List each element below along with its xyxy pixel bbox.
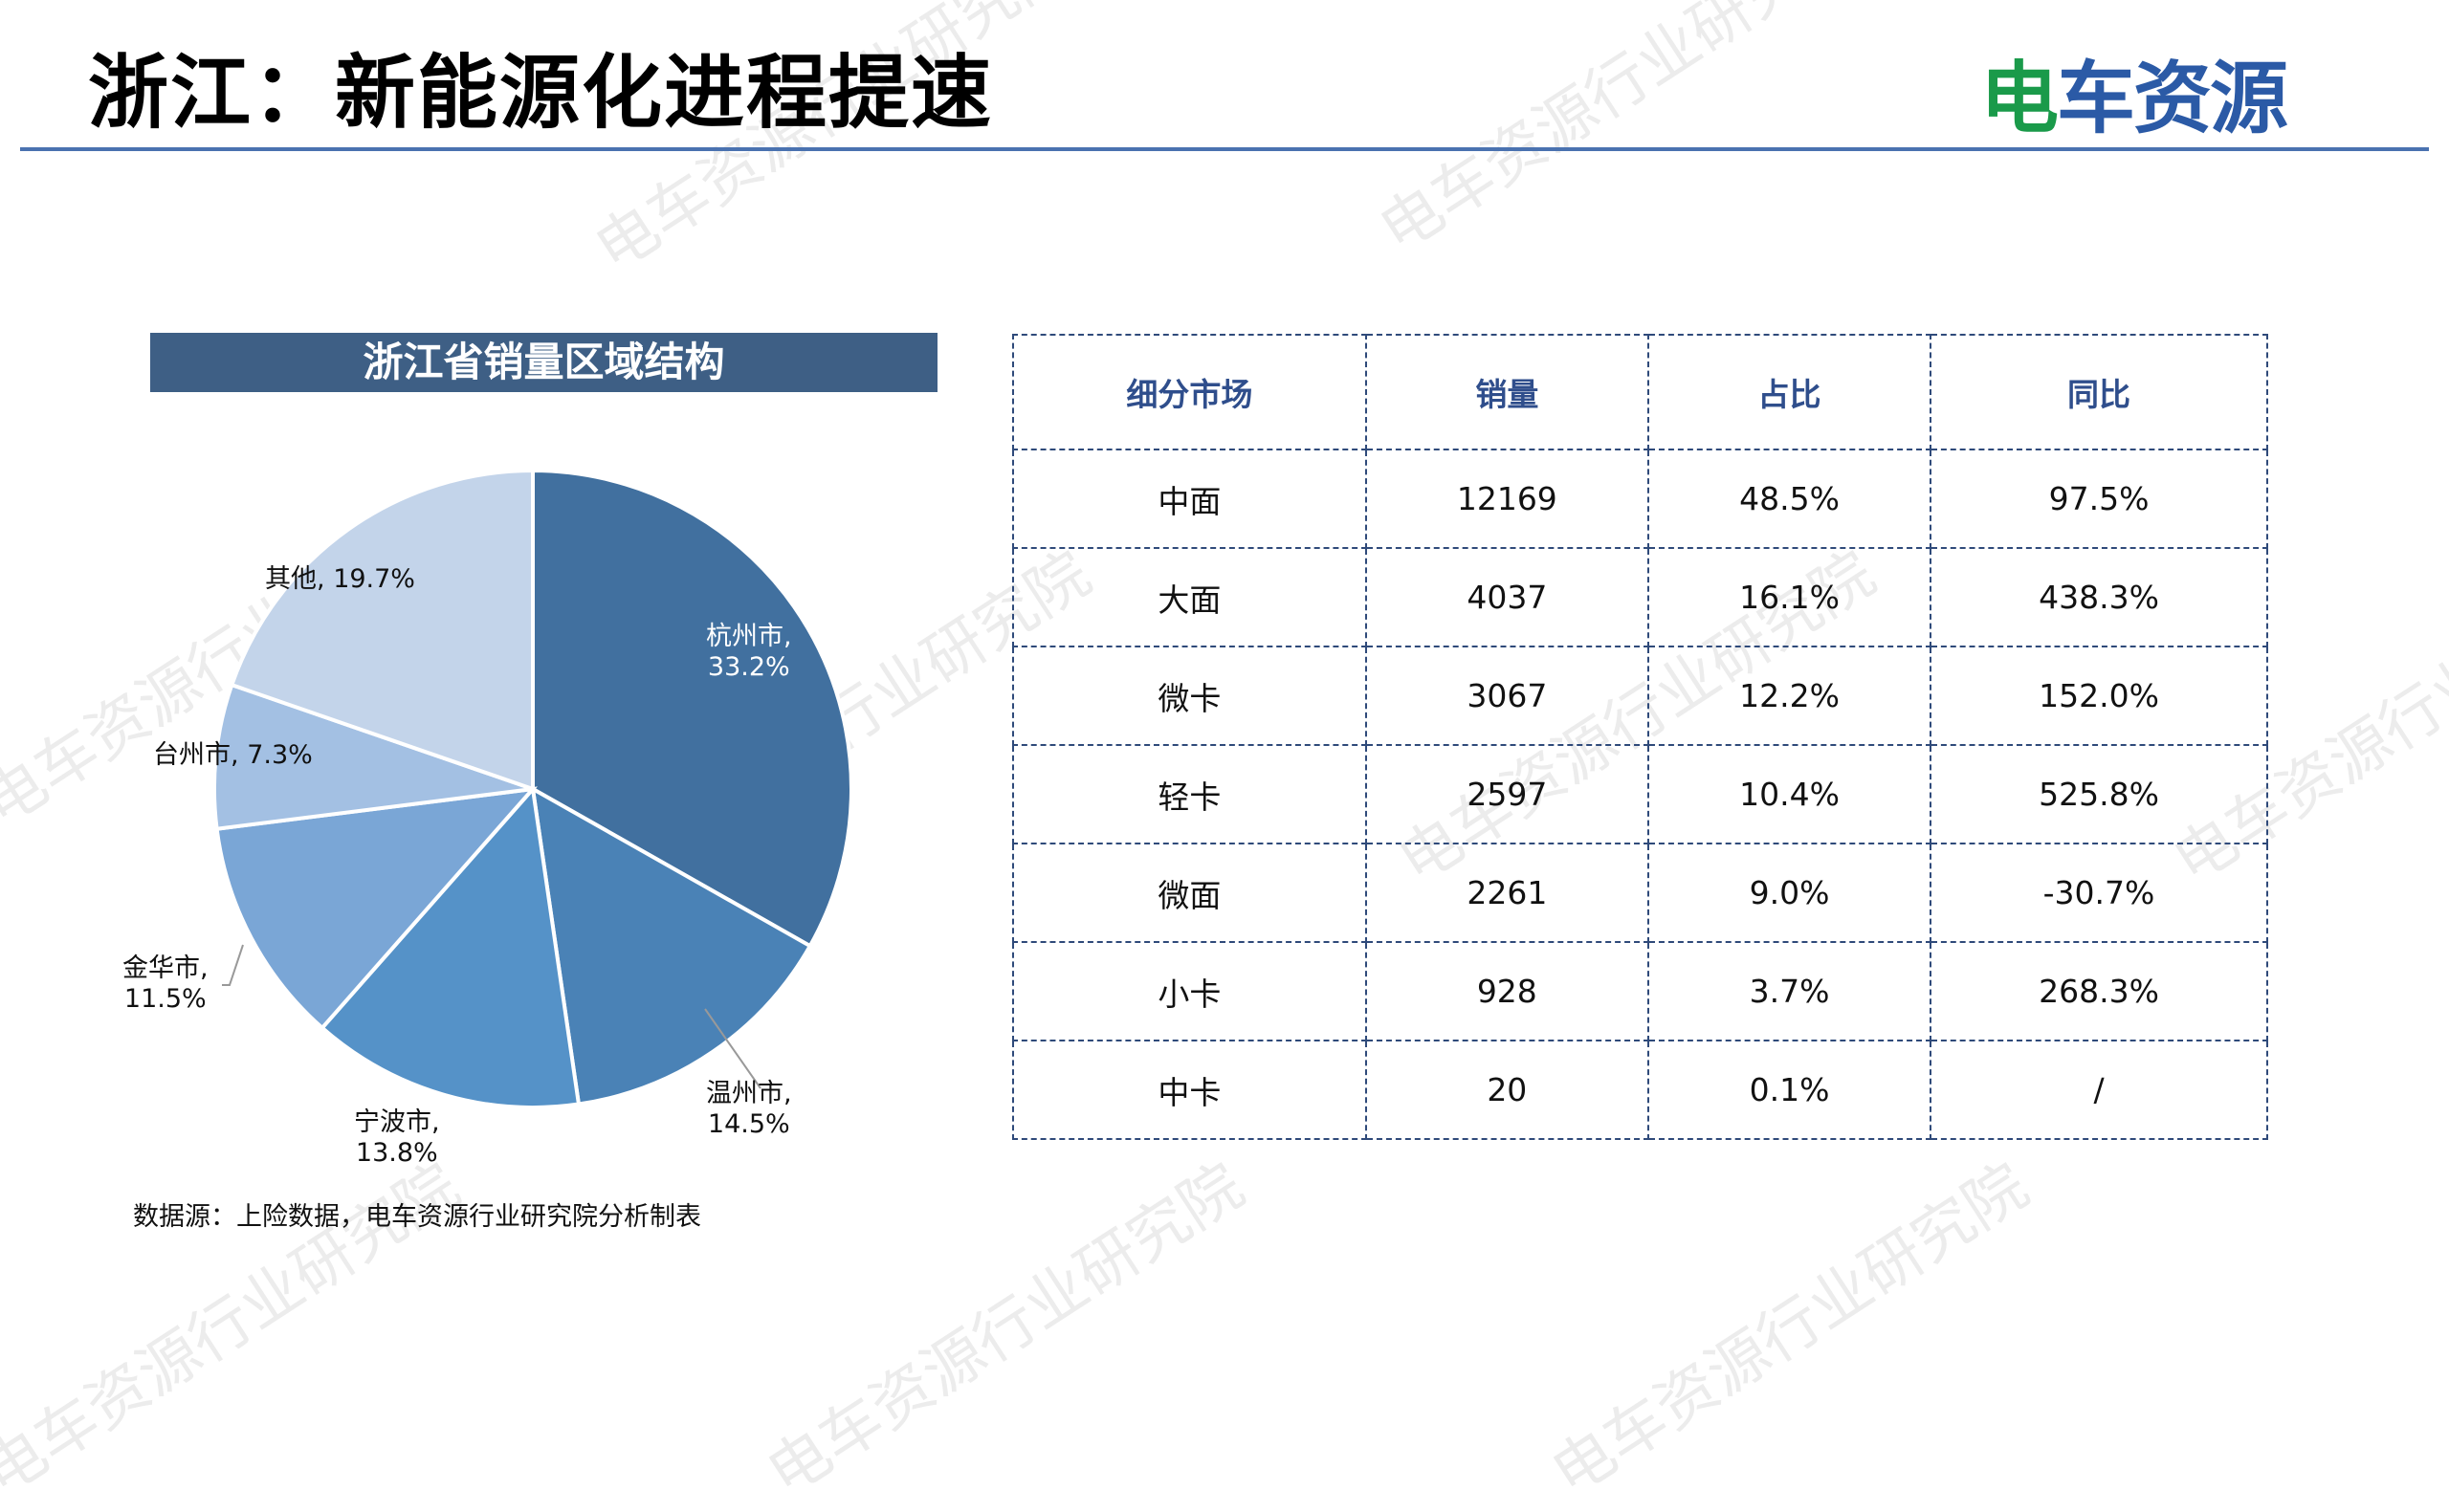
table-cell: 3.7% — [1647, 941, 1932, 1041]
pie-slice-4 — [212, 682, 534, 831]
watermark: 电车资源行业研究院 — [1539, 1150, 2041, 1510]
table-row: 中面 12169 48.5% 97.5% — [1012, 449, 2268, 549]
column-header: 细分市场 — [1012, 334, 1367, 450]
table-cell: 12.2% — [1647, 646, 1932, 746]
table-cell: 中卡 — [1012, 1040, 1367, 1140]
pie-slice-2 — [319, 784, 582, 1109]
table-cell: / — [1930, 1040, 2268, 1140]
pie-chart — [212, 468, 853, 1109]
data-source-note: 数据源：上险数据，电车资源行业研究院分析制表 — [133, 1202, 701, 1232]
page-title: 浙江：新能源化进程提速 — [88, 46, 994, 140]
table-cell: 438.3% — [1930, 547, 2268, 647]
slice-label-hangzhou: 杭州市, 33.2% — [706, 622, 792, 682]
chart-title: 浙江省销量区域结构 — [150, 333, 938, 392]
leader-line — [704, 1008, 761, 1089]
table-cell: 微卡 — [1012, 646, 1367, 746]
table-cell: 97.5% — [1930, 449, 2268, 549]
table-cell: 2597 — [1364, 744, 1650, 844]
table-cell: 9.0% — [1647, 843, 1932, 943]
table-cell: 中面 — [1012, 449, 1367, 549]
table-cell: 4037 — [1364, 547, 1650, 647]
segment-sales-table: 细分市场 销量 占比 同比 中面 12169 48.5% 97.5% 大面 4037 16.… — [1012, 334, 2268, 1140]
slice-label-jinhua: 金华市, 11.5% — [122, 953, 209, 1014]
table-cell: 微面 — [1012, 843, 1367, 943]
table-cell: 2261 — [1364, 843, 1650, 943]
table-cell: 大面 — [1012, 547, 1367, 647]
brand-logo: 电车资源 — [1980, 54, 2288, 144]
table-cell: 3067 — [1364, 646, 1650, 746]
pie-slice-1 — [530, 785, 813, 1107]
table-cell: 16.1% — [1647, 547, 1932, 647]
table-row: 中卡 20 0.1% / — [1012, 1040, 2268, 1140]
table-cell: 20 — [1364, 1040, 1650, 1140]
table-cell: 小卡 — [1012, 941, 1367, 1041]
table-row: 微面 2261 9.0% -30.7% — [1012, 843, 2268, 943]
table-row: 微卡 3067 12.2% 152.0% — [1012, 646, 2268, 746]
slice-label-taizhou: 台州市, 7.3% — [153, 740, 313, 770]
leader-line — [222, 944, 244, 986]
table-row: 轻卡 2597 10.4% 525.8% — [1012, 744, 2268, 844]
table-cell: 268.3% — [1930, 941, 2268, 1041]
column-header: 销量 — [1364, 334, 1650, 450]
table-row: 小卡 928 3.7% 268.3% — [1012, 941, 2268, 1041]
table-cell: -30.7% — [1930, 843, 2268, 943]
table-cell: 48.5% — [1647, 449, 1932, 549]
table-cell: 12169 — [1364, 449, 1650, 549]
slice-label-ningbo: 宁波市, 13.8% — [354, 1107, 440, 1168]
pie-slice-3 — [214, 786, 539, 1031]
slice-label-other: 其他, 19.7% — [265, 564, 415, 594]
table-cell: 0.1% — [1647, 1040, 1932, 1140]
table-cell: 928 — [1364, 941, 1650, 1041]
watermark: 电车资源行业研究院 — [1367, 0, 1868, 267]
column-header: 同比 — [1930, 334, 2268, 450]
table-cell: 10.4% — [1647, 744, 1932, 844]
slice-label-wenzhou: 温州市, 14.5% — [706, 1079, 792, 1139]
column-header: 占比 — [1647, 334, 1932, 450]
table-cell: 525.8% — [1930, 744, 2268, 844]
pie-slice-5 — [229, 468, 535, 792]
pie-slice-0 — [531, 468, 853, 949]
table-row: 大面 4037 16.1% 438.3% — [1012, 547, 2268, 647]
table-cell: 轻卡 — [1012, 744, 1367, 844]
header-divider — [20, 147, 2429, 151]
table-cell: 152.0% — [1930, 646, 2268, 746]
